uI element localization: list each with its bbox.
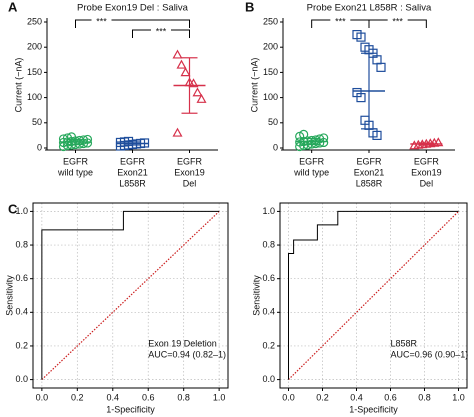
x-tick-label: 0.2 [71, 392, 84, 402]
y-axis-label: Sensitivity [4, 275, 14, 316]
x-tick-label: Exon21 [354, 167, 385, 177]
x-tick-label: Del [183, 178, 197, 188]
point [172, 49, 183, 59]
bracket-gap [151, 27, 171, 33]
y-tick-label: 100 [27, 92, 42, 102]
plot-frame [32, 202, 229, 389]
point [433, 137, 444, 147]
point [196, 93, 207, 103]
point [172, 127, 183, 137]
x-tick-label: 0.4 [350, 392, 363, 402]
y-axis-label: Sensitivity [251, 275, 261, 316]
roc-curve [41, 210, 220, 380]
y-axis-label: Current (−nA) [13, 58, 23, 113]
y-tick-label: 0.2 [262, 340, 275, 350]
y-tick-label: 0.8 [15, 239, 28, 249]
y-tick-label: 0.6 [262, 273, 275, 283]
x-tick-label: 0.4 [107, 392, 120, 402]
y-tick-label: 0.4 [262, 307, 275, 317]
bracket-gap [330, 17, 351, 23]
y-tick-label: 150 [27, 67, 42, 77]
x-tick-label: wild type [293, 167, 329, 177]
y-tick-label: 0.4 [15, 307, 28, 317]
x-tick-label: 0.0 [282, 392, 295, 402]
x-tick-label: 0.6 [142, 392, 155, 402]
annotation: *** [156, 26, 167, 36]
point [376, 62, 386, 72]
x-tick-label: 0.0 [36, 392, 49, 402]
legend-text: AUC=0.94 (0.82–1) [148, 350, 226, 360]
y-tick-label: 100 [263, 92, 278, 102]
y-tick-label: 0.6 [15, 273, 28, 283]
x-tick-label: 1.0 [213, 392, 226, 402]
y-tick-label: 0.2 [15, 340, 28, 350]
y-tick-label: 250 [27, 16, 42, 26]
plot-frame [279, 202, 468, 389]
y-tick-label: 0 [37, 142, 42, 152]
annotation: *** [96, 16, 107, 26]
x-tick-label: 0.2 [316, 392, 329, 402]
x-tick-label: EGFR [299, 156, 325, 166]
y-axis-label: Current (−nA) [249, 58, 259, 113]
legend-text: L858R [391, 339, 418, 349]
y-tick-label: 250 [263, 16, 278, 26]
legend-text: AUC=0.96 (0.90–1) [391, 350, 469, 360]
bracket-gap [91, 17, 112, 23]
point [176, 59, 187, 69]
x-tick-label: L858R [356, 178, 383, 188]
y-tick-label: 50 [32, 117, 42, 127]
y-tick-label: 200 [263, 42, 278, 52]
y-tick-label: 0.0 [262, 374, 275, 384]
y-tick-label: 1.0 [15, 206, 28, 216]
x-tick-label: Del [420, 178, 434, 188]
point [188, 78, 199, 88]
x-tick-label: Exon19 [174, 167, 205, 177]
x-tick-label: Exon21 [117, 167, 148, 177]
point [192, 87, 203, 97]
x-tick-label: 0.6 [384, 392, 397, 402]
x-tick-label: EGFR [63, 156, 89, 166]
point [66, 132, 77, 142]
title: Probe Exon21 L858R : Saliva [307, 3, 432, 14]
point [372, 130, 382, 140]
y-tick-label: 150 [263, 67, 278, 77]
y-tick-label: 0.0 [15, 374, 28, 384]
x-tick-label: 0.8 [418, 392, 431, 402]
y-tick-label: 0.8 [262, 239, 275, 249]
x-axis-label: 1-Specificity [106, 404, 155, 414]
x-axis-label: 1-Specificity [349, 404, 398, 414]
title: Probe Exon19 Del : Saliva [77, 3, 189, 14]
y-tick-label: 0 [273, 142, 278, 152]
point [356, 92, 366, 103]
y-tick-label: 200 [27, 42, 42, 52]
x-tick-label: Exon19 [411, 167, 442, 177]
x-tick-label: EGFR [414, 156, 440, 166]
roc-curve [288, 210, 459, 380]
bracket [75, 19, 190, 28]
y-tick-label: 1.0 [262, 206, 275, 216]
x-tick-label: L858R [119, 178, 146, 188]
point [180, 67, 191, 77]
annotation: *** [392, 16, 403, 26]
y-tick-label: 50 [268, 117, 278, 127]
panel-label: B [245, 0, 254, 14]
x-tick-label: wild type [57, 167, 93, 177]
bracket-gap [387, 17, 408, 23]
panel-label: A [8, 0, 18, 14]
annotation: *** [335, 16, 346, 26]
x-tick-label: EGFR [177, 156, 203, 166]
x-tick-label: EGFR [356, 156, 382, 166]
panel-label: C [8, 201, 18, 216]
x-tick-label: EGFR [120, 156, 146, 166]
point [356, 32, 366, 42]
x-tick-label: 1.0 [452, 392, 465, 402]
x-tick-label: 0.8 [177, 392, 190, 402]
legend-text: Exon 19 Deletion [148, 339, 217, 349]
diagonal [288, 210, 459, 381]
